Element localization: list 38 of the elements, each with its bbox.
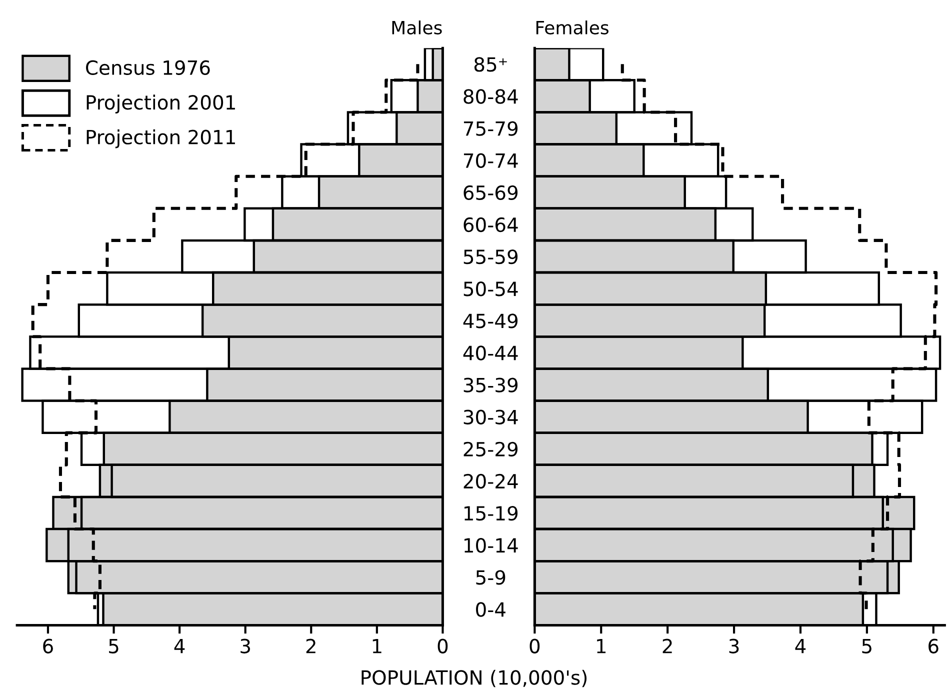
y-tick-label: 50-54 bbox=[464, 282, 518, 296]
y-tick-label: 75-79 bbox=[464, 121, 518, 136]
y-tick-label: 15-19 bbox=[464, 506, 518, 521]
x-tick-label: 5 bbox=[109, 639, 118, 654]
y-tick-label: 70-74 bbox=[464, 153, 518, 168]
legend-label: Projection 2011 bbox=[86, 129, 235, 148]
y-tick-label: 45-49 bbox=[463, 314, 518, 328]
y-tick-label: 55-59 bbox=[464, 249, 518, 264]
x-tick-label: 5 bbox=[862, 639, 872, 654]
x-tick-label: 3 bbox=[240, 638, 250, 654]
x-tick-label: 0 bbox=[530, 638, 540, 654]
y-tick-label: 25-29 bbox=[464, 442, 518, 457]
y-tick-label: 80-84 bbox=[464, 89, 518, 104]
x-tick-label: 4 bbox=[795, 639, 806, 654]
y-tick-label: 30-34 bbox=[464, 410, 518, 424]
x-axis-title: POPULATION (10,000's) bbox=[362, 670, 587, 688]
y-tick-label: 60-64 bbox=[464, 217, 518, 232]
legend-label: Projection 2001 bbox=[86, 94, 235, 114]
legend-label: Census 1976 bbox=[86, 60, 210, 76]
y-tick-label: 5-9 bbox=[476, 570, 506, 585]
x-tick-label: 1 bbox=[372, 639, 382, 654]
y-tick-label: 85⁺ bbox=[474, 57, 507, 72]
x-tick-label: 6 bbox=[43, 638, 53, 654]
x-tick-label: 4 bbox=[174, 639, 185, 654]
y-tick-label: 35-39 bbox=[464, 378, 518, 392]
x-tick-label: 6 bbox=[928, 638, 938, 654]
y-tick-label: 20-24 bbox=[464, 474, 518, 489]
y-tick-label: 10-14 bbox=[464, 538, 518, 553]
x-tick-label: 2 bbox=[306, 638, 316, 654]
x-tick-label: 2 bbox=[662, 638, 672, 654]
y-tick-label: 40-44 bbox=[463, 346, 518, 360]
x-tick-label: 1 bbox=[597, 639, 606, 654]
chart-title: Males bbox=[392, 20, 442, 34]
y-tick-label: 65-69 bbox=[464, 185, 518, 200]
y-tick-label: 0-4 bbox=[476, 602, 506, 617]
chart-title: Females bbox=[536, 20, 608, 34]
x-tick-label: 0 bbox=[438, 638, 448, 654]
x-tick-label: 3 bbox=[729, 638, 739, 654]
